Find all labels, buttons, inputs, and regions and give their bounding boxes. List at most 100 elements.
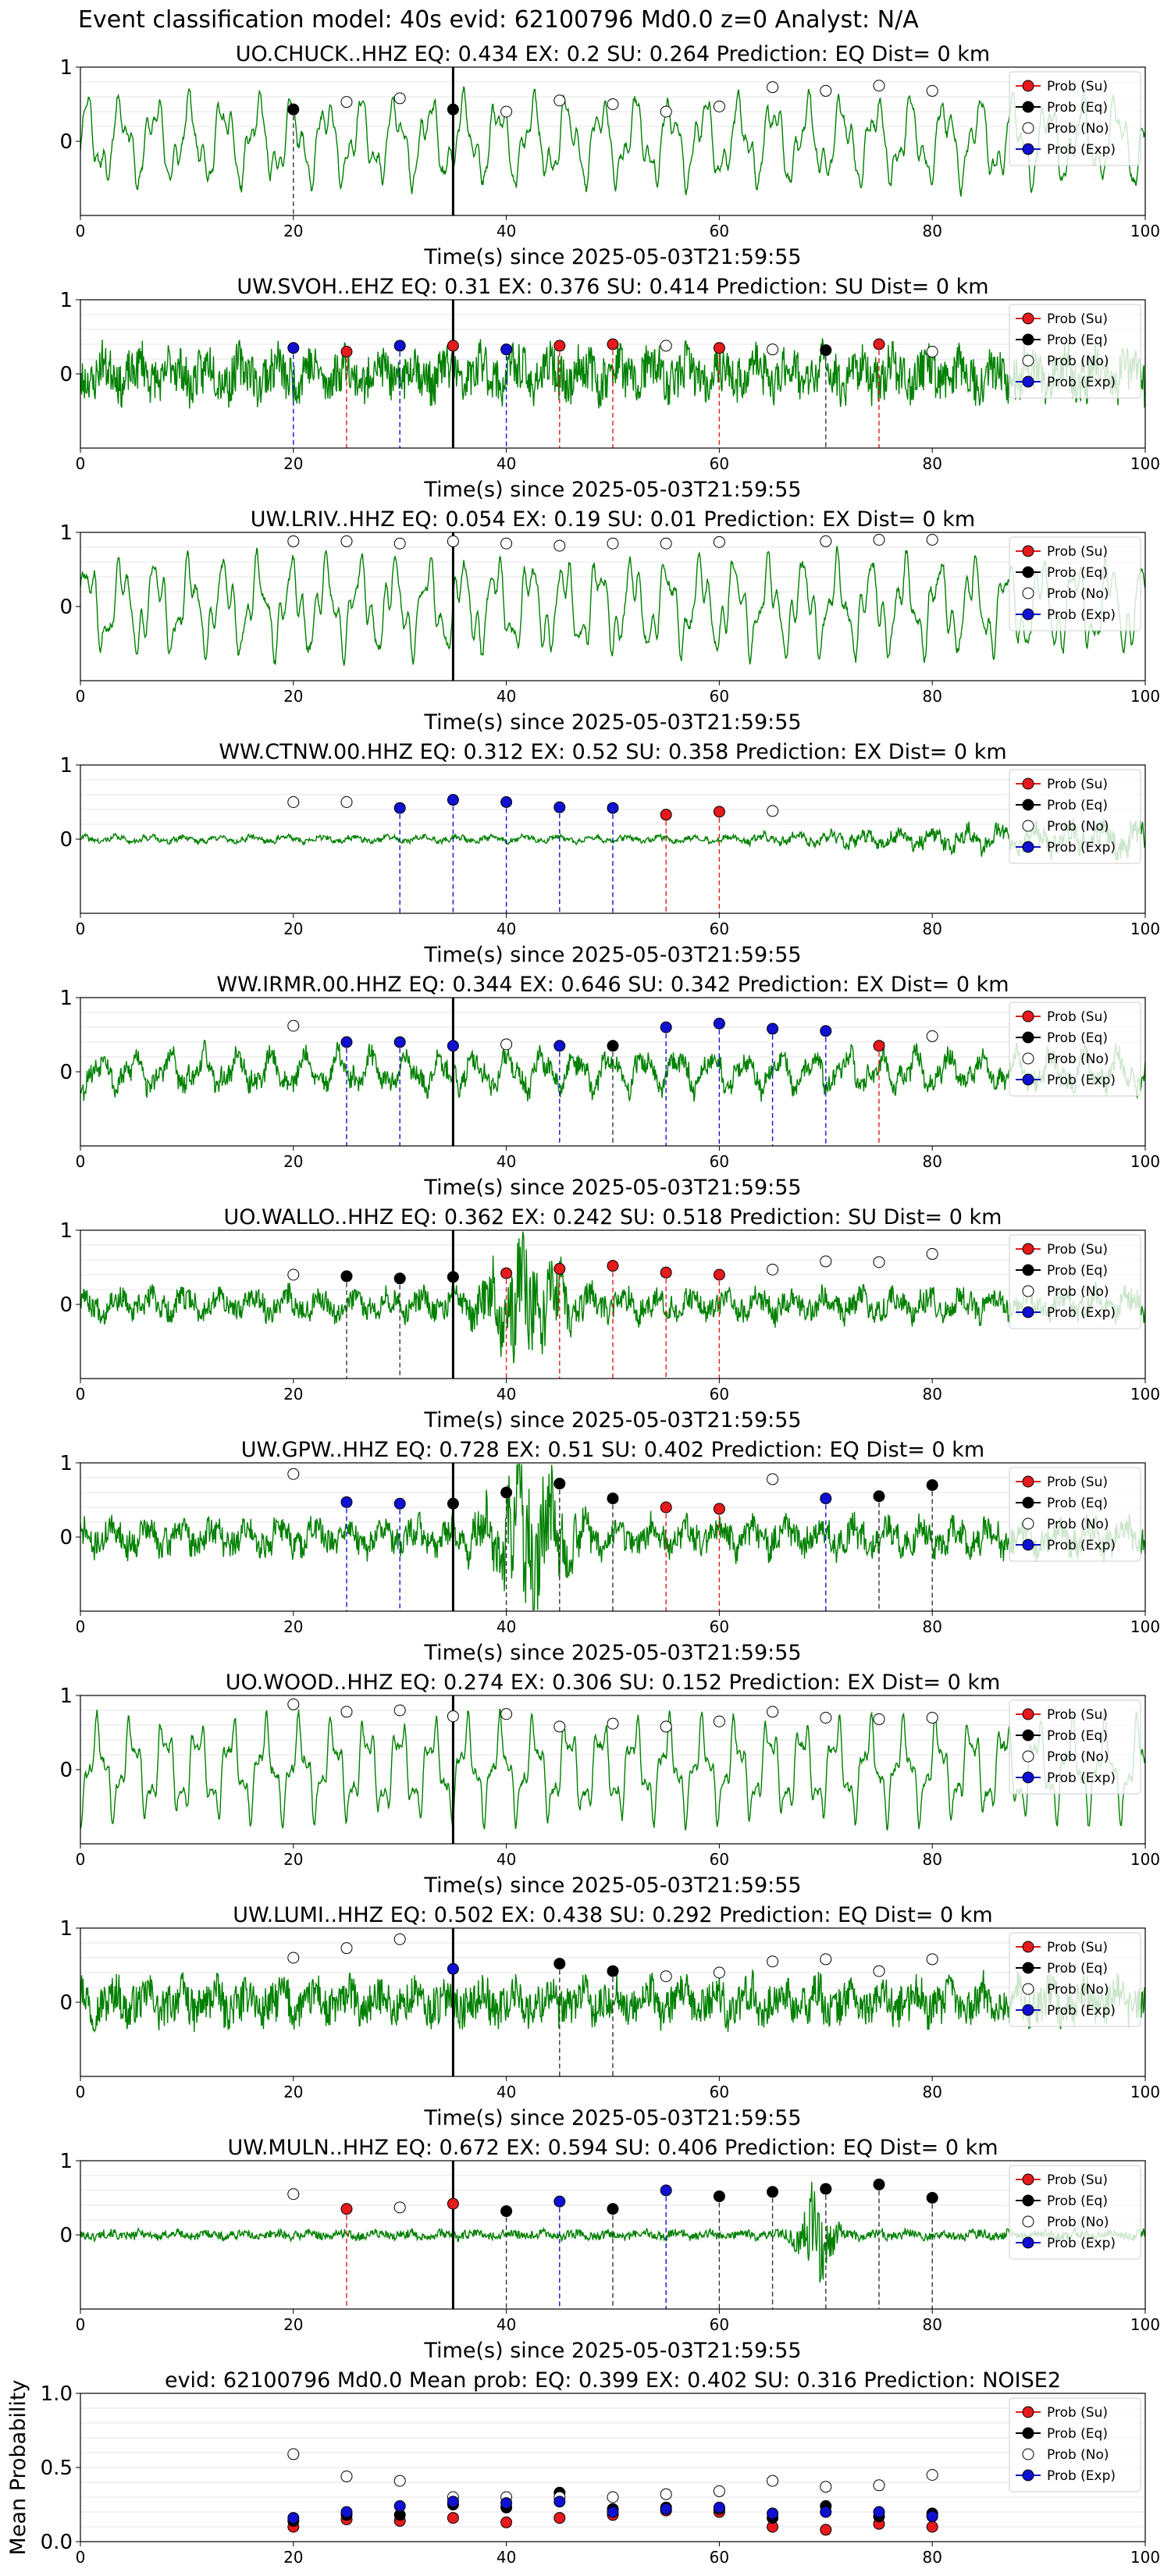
prob-marker-no [767,81,779,94]
legend-frame [1009,2397,1141,2492]
x-tick-label: 80 [922,1385,941,1404]
prob-marker-no [767,1955,779,1968]
y-tick-label: 1 [59,754,73,777]
prob-marker-su [660,1501,672,1514]
x-tick-label: 60 [710,920,729,938]
x-tick-label: 60 [710,222,729,240]
prob-marker-no [660,340,672,352]
prob-marker-no [713,100,725,112]
prob-marker-no [287,1019,300,1032]
mean-prob-marker-no [660,2488,672,2500]
prob-marker-eq [873,1490,885,1503]
prob-marker-no [393,1704,406,1717]
prob-marker-eq [500,1486,513,1499]
legend-label: Prob (Su) [1047,777,1108,792]
subplot-title: UW.LRIV..HHZ EQ: 0.054 EX: 0.19 SU: 0.01… [251,507,975,532]
mean-prob-marker-exp [287,2512,300,2524]
mean-prob-marker-su [926,2521,938,2533]
y-tick-label: 0 [59,1991,73,2015]
waveform-trace [80,1968,1145,2033]
legend-marker-no [1022,1285,1034,1297]
legend-frame [1009,2165,1141,2260]
legend-marker-eq [1022,333,1034,346]
legend: Prob (Su) Prob (Eq) Prob (No) Prob (Exp) [1009,1234,1141,1329]
prob-marker-no [447,535,459,547]
mean-prob-marker-exp [873,2506,885,2518]
mean-prob-marker-exp [820,2506,832,2518]
legend-label: Prob (No) [1047,819,1109,834]
x-tick-label: 100 [1130,1152,1160,1171]
y-axis-label: Mean Probability [6,2380,30,2556]
prob-marker-exp [393,1036,406,1048]
prob-marker-eq [500,2205,513,2218]
legend-marker-eq [1022,2427,1034,2439]
prob-marker-no [713,1966,725,1979]
legend: Prob (Su) Prob (Eq) Prob (No) Prob (Exp) [1009,2165,1141,2260]
prob-marker-su [713,1503,725,1515]
legend-marker-su [1022,312,1034,325]
legend-marker-exp [1022,1073,1034,1086]
legend-marker-su [1022,1941,1034,1953]
y-tick-label: 0.5 [41,2457,73,2480]
prob-marker-exp [393,802,406,814]
prob-marker-exp [553,801,566,813]
x-tick-label: 40 [497,2315,516,2334]
prob-marker-exp [340,1036,353,1048]
legend: Prob (Su) Prob (Eq) Prob (No) Prob (Exp) [1009,769,1141,864]
axes-background [80,67,1145,215]
mean-prob-marker-exp [607,2506,619,2518]
legend-label: Prob (Eq) [1047,1961,1108,1976]
mean-prob-marker-exp [553,2496,566,2508]
prob-marker-no [287,1468,300,1480]
legend-label: Prob (No) [1047,1749,1109,1765]
legend-frame [1009,71,1141,166]
prob-marker-no [340,96,353,109]
mean-prob-marker-no [340,2470,353,2482]
legend-marker-su [1022,1708,1034,1720]
mean-prob-marker-su [553,2512,566,2524]
subplot-title: UW.MULN..HHZ EQ: 0.672 EX: 0.594 SU: 0.4… [227,2136,998,2160]
prob-marker-exp [767,1023,779,1035]
x-tick-label: 40 [497,222,516,240]
mean-prob-marker-su [500,2516,513,2528]
x-axis-label: Time(s) since 2025-05-03T21:59:55 [423,2339,801,2363]
legend-label: Prob (No) [1047,1051,1109,1067]
prob-marker-no [340,1706,353,1718]
mean-prob-marker-no [607,2491,619,2503]
legend-marker-su [1022,2406,1034,2418]
legend-marker-su [1022,1475,1034,1488]
legend-label: Prob (Eq) [1047,565,1108,581]
x-tick-label: 60 [710,454,729,473]
legend-marker-no [1022,1517,1034,1530]
legend-label: Prob (No) [1047,1284,1109,1300]
subplot-4: 0 20 40 60 80 100 0 1 WW.CTNW.00.HHZ EQ: 0.312 E… [59,740,1160,967]
x-tick-label: 40 [497,454,516,473]
x-tick-label: 100 [1130,1617,1160,1636]
prob-marker-su [340,346,353,358]
mean-prob-marker-no [287,2448,300,2460]
legend-frame [1009,1932,1141,2027]
prob-marker-no [393,537,406,550]
x-tick-label: 40 [497,1385,516,1404]
prob-marker-no [500,1038,513,1051]
x-tick-label: 40 [497,1617,516,1636]
y-tick-label: 1.0 [41,2382,73,2406]
x-tick-label: 20 [283,454,303,473]
x-tick-label: 60 [710,2083,729,2101]
x-axis-label: Time(s) since 2025-05-03T21:59:55 [423,2106,801,2130]
x-tick-label: 20 [283,1385,303,1404]
legend-marker-eq [1022,1031,1034,1044]
y-tick-label: 1 [59,521,73,545]
legend-label: Prob (Exp) [1047,1073,1116,1088]
prob-marker-exp [553,2195,566,2208]
prob-marker-exp [447,794,459,806]
prob-marker-eq [287,103,300,116]
y-tick-label: 0 [59,1061,73,1084]
prob-marker-su [713,1268,725,1281]
prob-marker-no [393,1933,406,1945]
legend-label: Prob (Eq) [1047,1263,1108,1279]
x-tick-label: 100 [1130,2083,1160,2101]
legend-marker-no [1022,2448,1034,2460]
prob-marker-no [713,1715,725,1727]
subplot-9: 0 20 40 60 80 100 0 1 UW.LUMI..HHZ EQ: 0.502 EX:… [59,1903,1160,2130]
